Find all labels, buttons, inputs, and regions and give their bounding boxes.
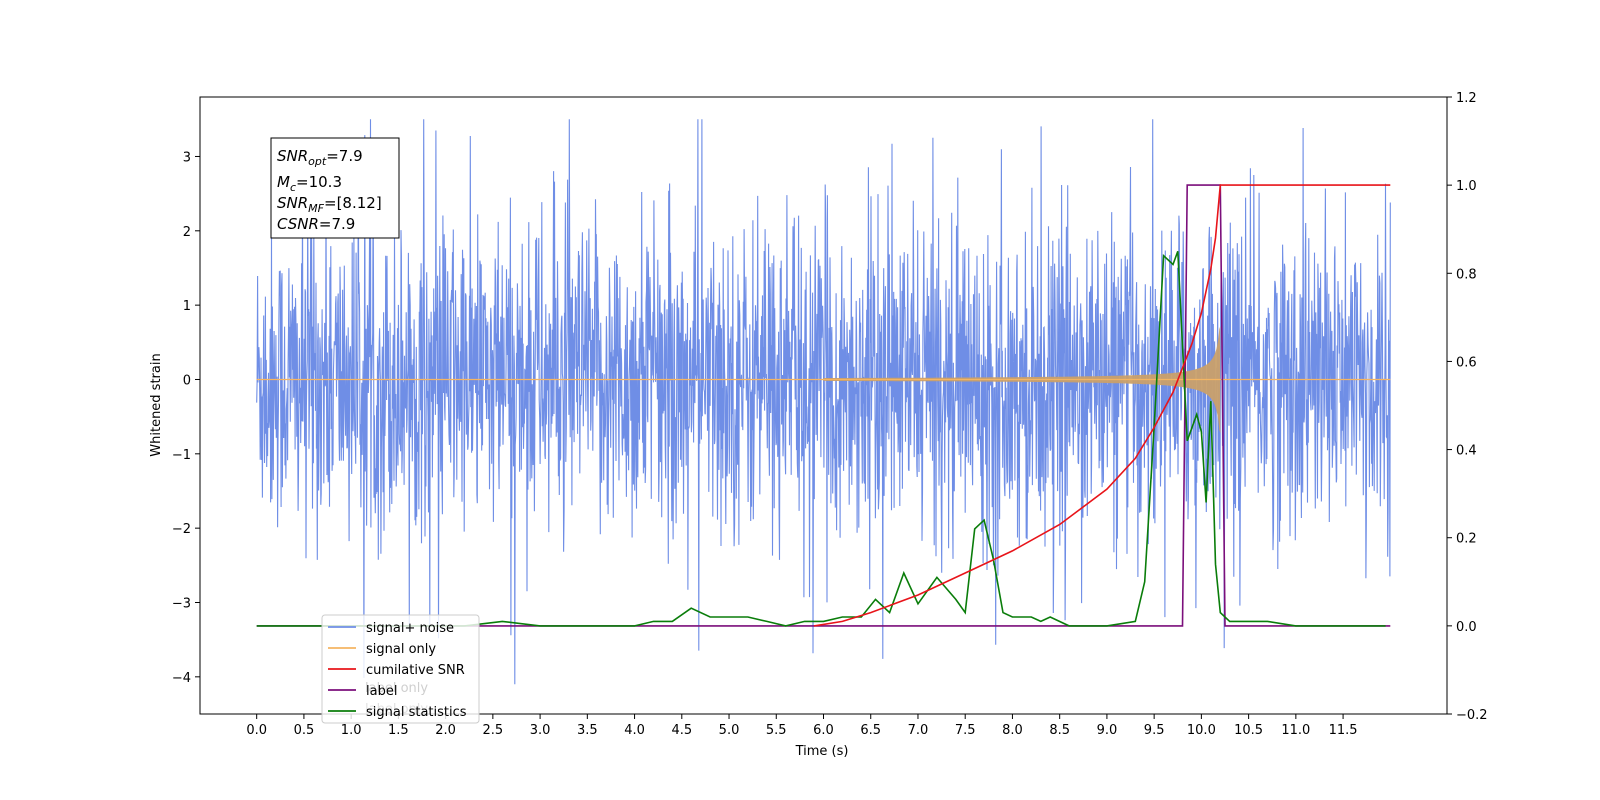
- x-tick-label: 7.5: [955, 723, 976, 738]
- x-tick-label: 5.0: [719, 723, 740, 738]
- x-tick-label: 9.5: [1144, 723, 1165, 738]
- x-tick-label: 0.5: [294, 723, 315, 738]
- x-tick-label: 11.0: [1281, 723, 1310, 738]
- legend-label: label: [366, 684, 397, 699]
- x-tick-label: 2.5: [483, 723, 504, 738]
- x-axis-label: Time (s): [795, 744, 849, 759]
- y2-tick-label: −0.2: [1456, 708, 1488, 723]
- y2-tick-label: 0.6: [1456, 355, 1477, 370]
- y2-tick-label: 0.8: [1456, 267, 1477, 282]
- y-axis-ticks: 3 2 1 0 −1 −2 −3 −4: [172, 150, 200, 686]
- legend-label: signal only: [366, 642, 436, 657]
- mc-text: Mc=10.3: [277, 173, 342, 194]
- x-tick-label: 4.0: [624, 723, 645, 738]
- x-tick-label: 4.5: [671, 723, 692, 738]
- y2-tick-label: 1.0: [1456, 179, 1477, 194]
- y-tick-label: −3: [172, 596, 191, 611]
- legend-label: signal statistics: [366, 705, 467, 720]
- legend-label: signal+ noise: [366, 621, 454, 636]
- snr-opt-text: SNRopt=7.9: [277, 147, 363, 168]
- x-tick-label: 6.0: [813, 723, 834, 738]
- x-tick-label: 9.0: [1097, 723, 1118, 738]
- x-tick-label: 3.5: [577, 723, 598, 738]
- signal-statistics-line: [256, 251, 1386, 627]
- legend-label: cumilative SNR: [366, 663, 465, 678]
- plot-area: [256, 119, 1391, 685]
- y-tick-label: 2: [183, 225, 191, 240]
- y-tick-label: −2: [172, 522, 191, 537]
- cumulative-snr-line: [813, 184, 1391, 627]
- x-tick-label: 1.5: [388, 723, 409, 738]
- x-tick-label: 10.5: [1234, 723, 1263, 738]
- x-tick-label: 8.5: [1049, 723, 1070, 738]
- y-tick-label: 3: [183, 150, 191, 165]
- x-tick-label: 7.0: [908, 723, 929, 738]
- snr-mf-text: SNRMF=[8.12]: [277, 194, 382, 215]
- snr-annotation-box: SNRopt=7.9 Mc=10.3 SNRMF=[8.12] CSNR=7.9: [270, 137, 400, 239]
- y2-tick-label: 0.0: [1456, 620, 1477, 635]
- y2-tick-label: 0.2: [1456, 532, 1477, 547]
- csnr-text: CSNR=7.9: [277, 215, 355, 233]
- legend: label only label only signal+ noise signa…: [321, 614, 480, 724]
- y-tick-label: −1: [172, 448, 191, 463]
- x-tick-label: 11.5: [1329, 723, 1358, 738]
- ghost-legend-label-1: label only: [365, 681, 428, 696]
- y2-tick-label: 1.2: [1456, 91, 1477, 106]
- y2-axis-ticks: 1.2 1.0 0.8 0.6 0.4 0.2 0.0 −0.2: [1447, 91, 1488, 723]
- label-line: [256, 184, 1391, 627]
- y2-tick-label: 0.4: [1456, 444, 1477, 459]
- x-tick-label: 8.0: [1002, 723, 1023, 738]
- y-axis-label: Whitened strain: [149, 353, 164, 456]
- signal-noise-line: [256, 119, 1391, 685]
- y-tick-label: 0: [183, 373, 191, 388]
- x-tick-label: 5.5: [766, 723, 787, 738]
- x-axis-ticks: 0.0 0.5 1.0 1.5 2.0 2.5 3.0 3.5 4.0 4.5 5.0 5.5 6.0 6…: [246, 714, 1358, 738]
- x-tick-label: 1.0: [341, 723, 362, 738]
- y-tick-label: 1: [183, 299, 191, 314]
- y-tick-label: −4: [172, 671, 191, 686]
- x-tick-label: 0.0: [246, 723, 267, 738]
- ghost-legend-label-2: label only: [365, 702, 428, 717]
- x-tick-label: 6.5: [860, 723, 881, 738]
- x-tick-label: 2.0: [435, 723, 456, 738]
- x-tick-label: 10.0: [1187, 723, 1216, 738]
- x-tick-label: 3.0: [530, 723, 551, 738]
